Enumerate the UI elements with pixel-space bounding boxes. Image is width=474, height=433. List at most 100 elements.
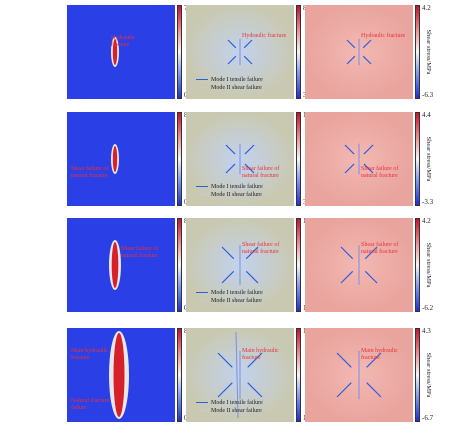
fluid-background <box>67 5 175 99</box>
colorbar-horizontal <box>296 328 301 422</box>
failure-mark <box>245 270 259 284</box>
failure-mark <box>227 39 237 49</box>
colorbar-fluid <box>177 5 182 99</box>
fracture-core <box>112 146 118 172</box>
annotation-label: Main hydraulic fracture <box>71 348 108 361</box>
tensile-swatch <box>196 291 208 294</box>
annotation-label: Shear failure of natural fracture <box>361 166 399 179</box>
colorbar-title: Shear stress/MPa <box>425 136 432 182</box>
failure-mark <box>346 39 356 49</box>
legend-item: Mode II shear failure <box>196 192 262 199</box>
colorbar-min-label: 0 <box>184 414 188 422</box>
failure-mark <box>364 270 378 284</box>
colorbar-shear <box>415 218 420 312</box>
failure-mark <box>244 163 255 174</box>
colorbar-horizontal <box>296 112 301 206</box>
failure-mark <box>227 55 237 65</box>
colorbar-title: Shear stress/MPa <box>425 352 432 398</box>
colorbar-max-label: 4.2 <box>422 4 431 12</box>
legend-label: Mode I tensile failure <box>211 77 263 83</box>
failure-mark <box>221 270 235 284</box>
fracture-core <box>111 242 119 288</box>
failure-mark <box>362 55 372 65</box>
panel-horizontal-row-2 <box>186 112 294 206</box>
failure-mark <box>346 55 356 65</box>
failure-mark <box>363 144 374 155</box>
failure-mark <box>243 55 253 65</box>
failure-mark <box>340 270 354 284</box>
colorbar-min-label: -6.3 <box>422 91 434 99</box>
fluid-background <box>67 112 175 206</box>
panel-shear-row-3 <box>305 218 413 312</box>
failure-mark <box>344 144 355 155</box>
failure-mark <box>245 246 259 260</box>
annotation-label: Main hydraulic fracture <box>242 348 279 361</box>
panel-shear-row-4 <box>305 328 413 422</box>
panel-fluid-row-2 <box>67 112 175 206</box>
failure-mark <box>362 39 372 49</box>
colorbar-max-label: 4.4 <box>422 111 431 119</box>
failure-mark <box>344 163 355 174</box>
colorbar-min-label: -6.2 <box>422 304 434 312</box>
panel-fluid-row-4 <box>67 328 175 422</box>
legend-label: Mode II shear failure <box>211 192 262 198</box>
colorbar-max-label: 4.2 <box>422 217 431 225</box>
failure-mark <box>247 382 263 398</box>
legend-item: Mode I tensile failure <box>196 77 263 84</box>
legend-item: Mode I tensile failure <box>196 400 263 407</box>
annotation-label: Hydraulic fracture <box>361 33 406 39</box>
annotation-label: Shear failure of natural fracture <box>71 166 109 179</box>
failure-mark <box>364 246 378 260</box>
failure-mark <box>336 382 352 398</box>
annotation-label: Shear failure of natural fracture <box>242 166 280 179</box>
failure-mark <box>221 246 235 260</box>
tensile-swatch <box>196 185 208 188</box>
panel-horizontal-row-3 <box>186 218 294 312</box>
legend-item: Mode I tensile failure <box>196 290 263 297</box>
colorbar-min-label: -6.7 <box>422 414 434 422</box>
shear-swatch <box>196 299 208 302</box>
colorbar-fluid <box>177 112 182 206</box>
annotation-label: Main hydraulic fracture <box>361 348 398 361</box>
tensile-swatch <box>196 401 208 404</box>
annotation-label: Shear failure of natural fracture <box>361 242 399 255</box>
fracture-core <box>113 333 125 417</box>
failure-mark <box>225 163 236 174</box>
failure-mark <box>366 352 382 368</box>
panel-fluid-row-3 <box>67 218 175 312</box>
failure-mark <box>217 352 233 368</box>
failure-mark <box>340 246 354 260</box>
colorbar-min-label: 0 <box>184 198 188 206</box>
legend-item: Mode II shear failure <box>196 298 262 305</box>
annotation-label: Shear failure of natural fracture <box>121 246 159 259</box>
legend-label: Mode II shear failure <box>211 408 262 414</box>
colorbar-horizontal <box>296 218 301 312</box>
colorbar-min-label: 0 <box>184 304 188 312</box>
colorbar-min-label: 0 <box>184 91 188 99</box>
legend-item: Mode II shear failure <box>196 85 262 92</box>
annotation-label: Hydraulic fracture <box>111 35 135 48</box>
colorbar-shear <box>415 328 420 422</box>
panel-shear-row-2 <box>305 112 413 206</box>
colorbar-max-label: 4.3 <box>422 327 431 335</box>
panel-horizontal-row-4 <box>186 328 294 422</box>
colorbar-fluid <box>177 218 182 312</box>
panel-horizontal-row-1 <box>186 5 294 99</box>
main-fracture-line <box>235 331 239 419</box>
failure-mark <box>247 352 263 368</box>
annotation-label: Hydraulic fracture <box>242 33 287 39</box>
failure-mark <box>225 144 236 155</box>
legend-label: Mode I tensile failure <box>211 290 263 296</box>
shear-swatch <box>196 193 208 196</box>
failure-mark <box>363 163 374 174</box>
legend-label: Mode II shear failure <box>211 85 262 91</box>
legend-item: Mode II shear failure <box>196 408 262 415</box>
colorbar-min-label: -3.3 <box>422 198 434 206</box>
annotation-label: Shear failure of natural fracture <box>242 242 280 255</box>
panel-fluid-row-1 <box>67 5 175 99</box>
legend-label: Mode I tensile failure <box>211 184 263 190</box>
fracture-core <box>112 39 118 65</box>
panel-shear-row-1 <box>305 5 413 99</box>
colorbar-horizontal <box>296 5 301 99</box>
colorbar-fluid <box>177 328 182 422</box>
